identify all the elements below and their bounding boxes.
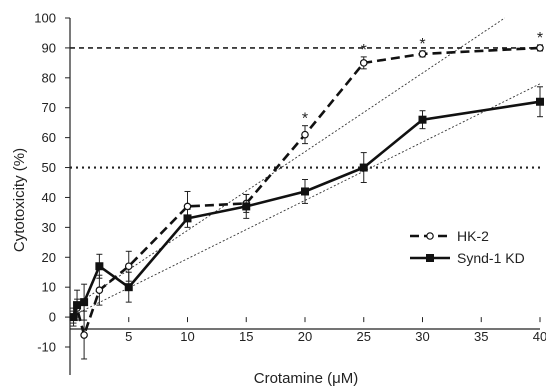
x-axis-title: Crotamine (μM) [254, 370, 359, 387]
y-tick-label: 30 [42, 220, 56, 235]
reference-lines [70, 47, 540, 169]
legend-item-2: Synd-1 KD [410, 250, 525, 266]
y-tick-label: 90 [42, 40, 56, 55]
y-tick-label: 40 [42, 190, 56, 205]
significance-markers: * * * * [302, 30, 543, 128]
data-point [73, 301, 82, 310]
x-tick-label: 25 [357, 329, 371, 344]
data-point [536, 97, 544, 106]
y-tick-label: 20 [42, 250, 56, 265]
data-point [95, 286, 104, 294]
significance-star: * [302, 111, 308, 128]
series-2 [69, 86, 544, 327]
legend-label: Synd-1 KD [457, 250, 525, 266]
series-1 [69, 44, 544, 360]
data-point [359, 163, 368, 172]
data-point [183, 202, 192, 211]
data-point [124, 262, 133, 271]
y-tick-label: 50 [42, 160, 56, 175]
data-point [301, 130, 309, 139]
x-tick-label: 15 [239, 329, 253, 344]
trendline-1 [75, 17, 506, 306]
data-point [536, 44, 544, 52]
y-tick-label: 60 [42, 130, 56, 145]
y-tick-label: 100 [34, 11, 56, 26]
series-line [72, 46, 541, 340]
y-tick-label: 10 [42, 280, 56, 295]
x-ticks: 5 10 15 20 25 30 35 40 [125, 317, 546, 344]
data-point [183, 214, 192, 223]
data-point [124, 283, 133, 292]
y-tick-label: 70 [42, 100, 56, 115]
significance-star: * [419, 36, 425, 53]
data-point [418, 115, 427, 124]
x-tick-label: 35 [474, 329, 488, 344]
data-point [80, 298, 89, 307]
data-point [418, 50, 427, 58]
y-tick-label: -10 [37, 340, 56, 355]
data-point [359, 59, 368, 67]
significance-star: * [361, 42, 367, 59]
y-axis-title: Cytotoxicity (%) [11, 148, 28, 252]
y-tick-label: 80 [42, 70, 56, 85]
trend-lines [75, 17, 541, 315]
x-tick-label: 5 [125, 329, 132, 344]
y-ticks: -10 0 10 20 30 40 50 60 70 80 90 100 [34, 11, 70, 355]
legend-item-1: HK-2 [410, 228, 489, 244]
data-point [69, 313, 78, 322]
legend-label: HK-2 [457, 228, 489, 244]
x-tick-label: 10 [180, 329, 194, 344]
data-point [95, 262, 104, 271]
data-point [301, 187, 309, 196]
x-tick-label: 30 [415, 329, 429, 344]
data-point [80, 331, 88, 339]
data-point [242, 202, 251, 211]
x-tick-label: 20 [298, 329, 312, 344]
x-tick-label: 40 [533, 329, 546, 344]
significance-star: * [537, 30, 543, 47]
y-tick-label: 0 [49, 310, 56, 325]
series-layer [69, 44, 544, 360]
legend: HK-2 Synd-1 KD [410, 228, 525, 266]
